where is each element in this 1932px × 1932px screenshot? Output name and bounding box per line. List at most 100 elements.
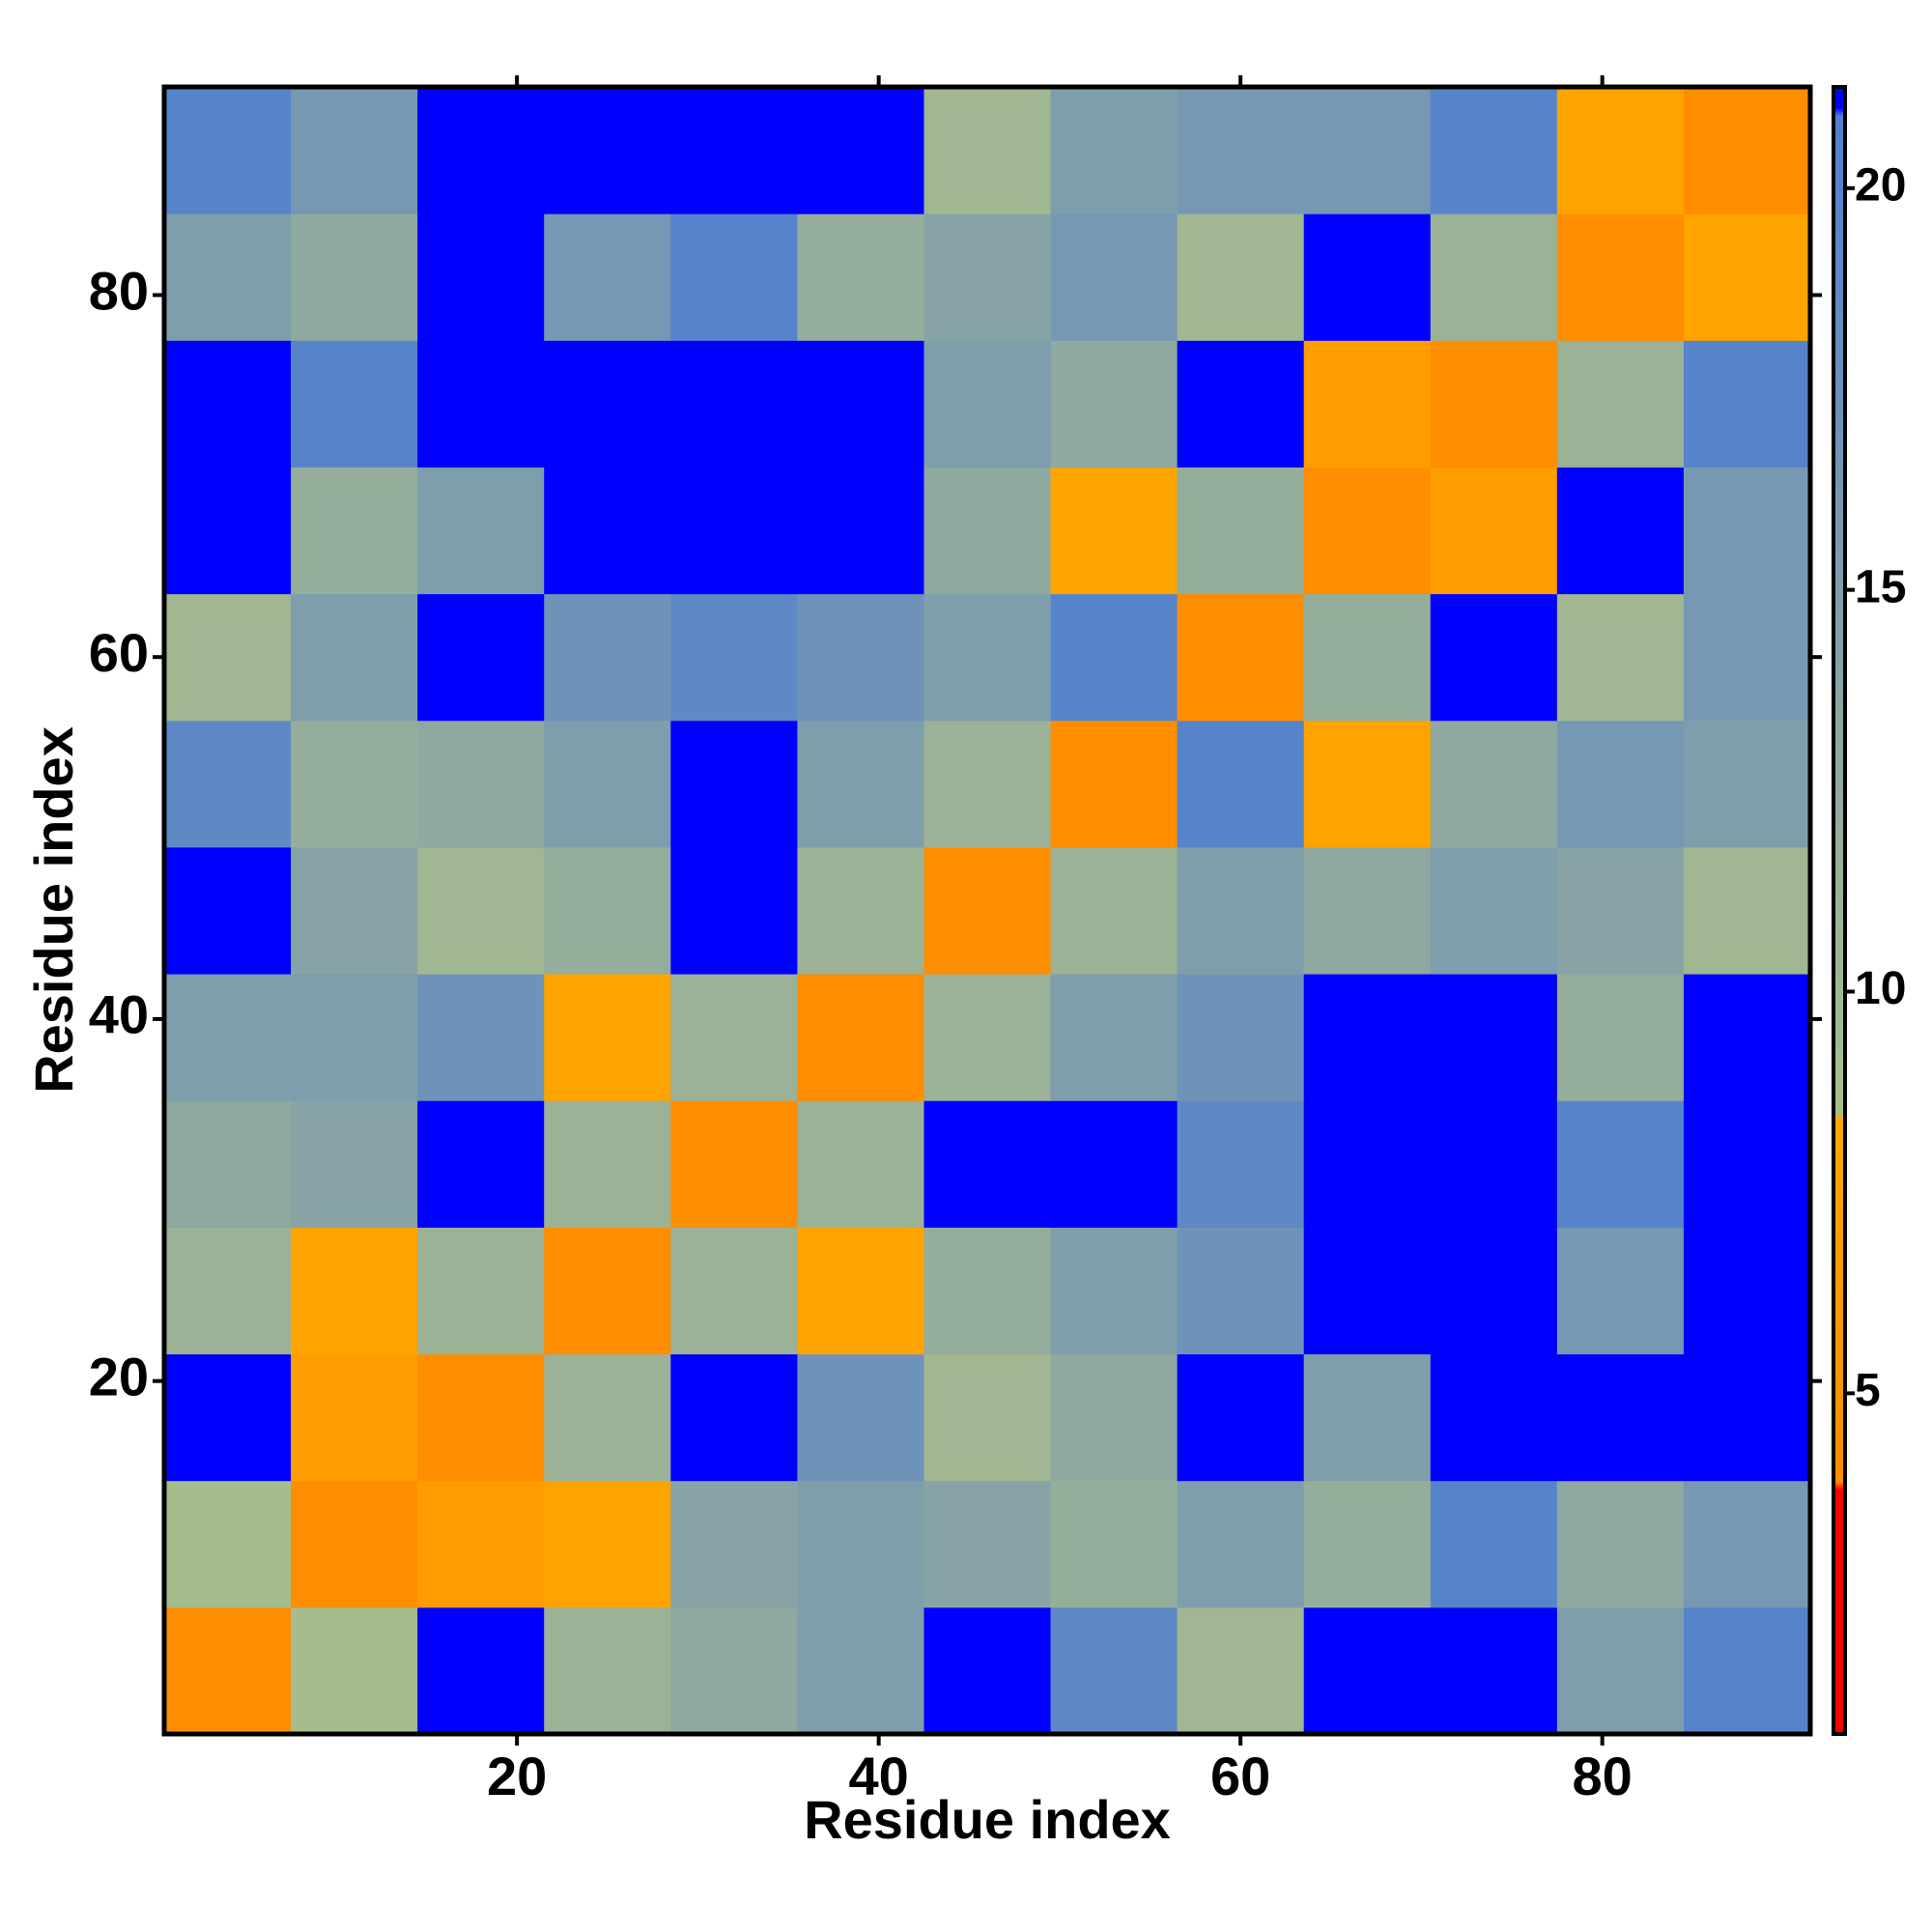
heatmap-cell — [544, 213, 671, 341]
heatmap-cell — [164, 974, 292, 1101]
heatmap-cell — [1177, 1353, 1305, 1482]
heatmap-cell — [1050, 720, 1179, 848]
heatmap-cell — [1556, 720, 1685, 848]
heatmap-cell — [1430, 1606, 1558, 1735]
heatmap-cell — [164, 593, 292, 722]
heatmap-cell — [164, 87, 292, 214]
heatmap-cell — [1177, 593, 1305, 722]
heatmap-cell — [1430, 1480, 1558, 1608]
heatmap-cell — [164, 1606, 292, 1735]
heatmap-cell — [923, 846, 1052, 975]
heatmap-cell — [1430, 720, 1558, 848]
heatmap-cell — [670, 1606, 798, 1735]
heatmap-cell — [1556, 87, 1685, 214]
heatmap-cell — [544, 87, 671, 214]
heatmap-cell — [797, 1606, 924, 1735]
heatmap-cell — [291, 1480, 418, 1608]
heatmap-cell — [1556, 213, 1685, 341]
heatmap-cell — [1556, 1480, 1685, 1608]
heatmap-cell — [164, 213, 292, 341]
heatmap-cell — [544, 340, 671, 468]
heatmap-cell — [923, 213, 1052, 341]
heatmap-cell — [1177, 1480, 1305, 1608]
heatmap-cell — [1303, 467, 1432, 595]
heatmap-cell — [1050, 467, 1179, 595]
heatmap-cell — [797, 974, 924, 1101]
heatmap-cell — [1177, 1100, 1305, 1228]
x-axis-title: Residue index — [804, 1789, 1171, 1850]
heatmap-cell — [164, 1100, 292, 1228]
heatmap-cell — [544, 720, 671, 848]
heatmap-cell — [670, 467, 798, 595]
heatmap-cell — [164, 1480, 292, 1608]
heatmap-cell — [417, 1227, 545, 1355]
heatmap-cell — [417, 593, 545, 722]
heatmap-cell — [670, 1227, 798, 1355]
heatmap-cell — [544, 1353, 671, 1482]
heatmap-cell — [291, 846, 418, 975]
heatmap-cell — [1177, 720, 1305, 848]
y-axis-title: Residue index — [23, 726, 84, 1094]
heatmap-cells — [164, 87, 1811, 1735]
heatmap-cell — [923, 1100, 1052, 1228]
heatmap-cell — [164, 720, 292, 848]
heatmap-cell — [1556, 974, 1685, 1101]
heatmap-cell — [1050, 340, 1179, 468]
heatmap-cell — [291, 1227, 418, 1355]
heatmap-cell — [1683, 1100, 1811, 1228]
heatmap-cell — [923, 87, 1052, 214]
heatmap-cell — [1303, 87, 1432, 214]
heatmap-cell — [164, 340, 292, 468]
heatmap-cell — [544, 593, 671, 722]
heatmap-cell — [1683, 1480, 1811, 1608]
heatmap-cell — [923, 1480, 1052, 1608]
heatmap-cell — [1683, 720, 1811, 848]
heatmap-cell — [291, 340, 418, 468]
heatmap-cell — [1430, 213, 1558, 341]
heatmap-cell — [1050, 1100, 1179, 1228]
heatmap-cell — [797, 720, 924, 848]
heatmap-cell — [544, 1227, 671, 1355]
heatmap-cell — [1177, 340, 1305, 468]
heatmap-cell — [291, 87, 418, 214]
heatmap-cell — [1050, 1480, 1179, 1608]
heatmap-cell — [923, 593, 1052, 722]
heatmap-cell — [1683, 87, 1811, 214]
heatmap-cell — [417, 1480, 545, 1608]
heatmap-cell — [923, 1606, 1052, 1735]
heatmap-cell — [417, 87, 545, 214]
heatmap-cell — [164, 846, 292, 975]
x-tick-label: 40 — [848, 1746, 908, 1806]
heatmap-cell — [797, 846, 924, 975]
heatmap-cell — [1303, 1480, 1432, 1608]
heatmap-cell — [797, 593, 924, 722]
heatmap-cell — [1556, 467, 1685, 595]
heatmap-cell — [923, 1353, 1052, 1482]
heatmap-cell — [291, 974, 418, 1101]
heatmap-cell — [417, 467, 545, 595]
heatmap-cell — [164, 1353, 292, 1482]
heatmap-cell — [1050, 87, 1179, 214]
heatmap-cell — [1556, 593, 1685, 722]
colorbar-tick-label: 15 — [1855, 561, 1906, 612]
heatmap-cell — [923, 974, 1052, 1101]
heatmap-cell — [670, 1100, 798, 1228]
heatmap-cell — [1177, 213, 1305, 341]
heatmap-cell — [1556, 1353, 1685, 1482]
heatmap-cell — [291, 1100, 418, 1228]
y-tick-label: 40 — [89, 984, 149, 1045]
heatmap-cell — [1683, 1353, 1811, 1482]
heatmap-cell — [291, 1353, 418, 1482]
heatmap-cell — [1683, 974, 1811, 1101]
heatmap-cell — [923, 340, 1052, 468]
heatmap-cell — [923, 1227, 1052, 1355]
heatmap-cell — [797, 467, 924, 595]
heatmap-cell — [1050, 1606, 1179, 1735]
heatmap-cell — [1303, 846, 1432, 975]
heatmap-cell — [544, 467, 671, 595]
heatmap-cell — [1303, 720, 1432, 848]
heatmap-cell — [1303, 1606, 1432, 1735]
heatmap-cell — [670, 593, 798, 722]
heatmap-cell — [1177, 846, 1305, 975]
heatmap-cell — [544, 1480, 671, 1608]
